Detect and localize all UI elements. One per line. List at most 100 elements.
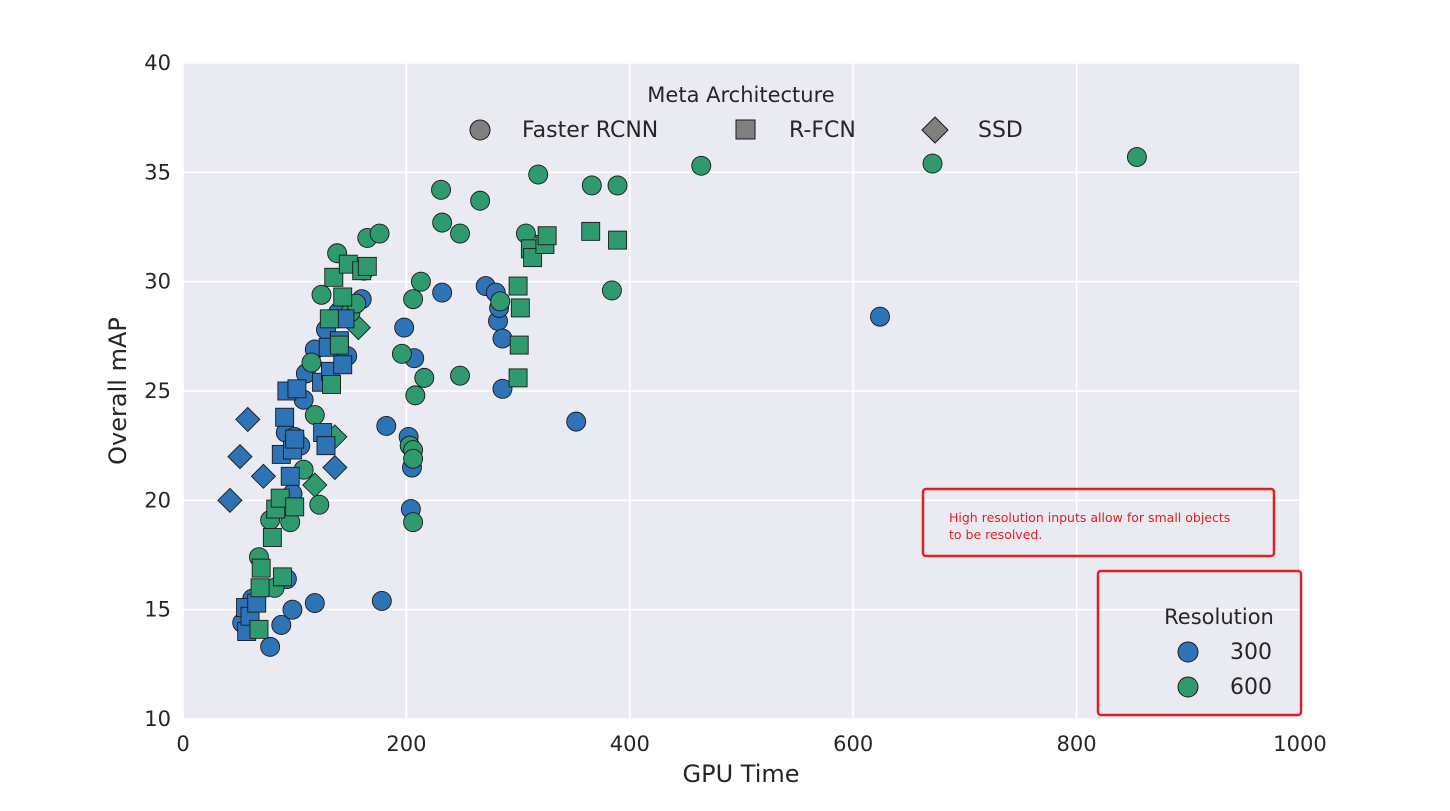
rfcn-600-point bbox=[249, 619, 269, 639]
faster-rcnn-300-point bbox=[432, 282, 453, 303]
annotation: High resolution inputs allow for small o… bbox=[921, 487, 1276, 558]
x-tick-label: 400 bbox=[610, 732, 650, 756]
faster-rcnn-600-point bbox=[581, 175, 602, 196]
rfcn-600-point bbox=[508, 276, 528, 296]
faster-rcnn-600-point bbox=[403, 448, 424, 469]
rfcn-600-point bbox=[508, 368, 528, 388]
rfcn-600-point bbox=[250, 578, 270, 598]
faster-rcnn-300-point bbox=[304, 593, 325, 614]
resolution-600-marker bbox=[1177, 676, 1199, 698]
y-tick-label: 35 bbox=[144, 160, 171, 184]
rfcn-300-point bbox=[287, 379, 307, 399]
y-tick-label: 40 bbox=[144, 51, 171, 75]
grid-lines bbox=[182, 62, 1301, 720]
rfcn-600-point bbox=[509, 335, 529, 355]
ssd-300-point bbox=[235, 406, 261, 433]
faster-rcnn-600-point bbox=[691, 155, 712, 176]
ssd-300-point bbox=[322, 454, 348, 481]
faster-rcnn-600-point bbox=[601, 280, 622, 301]
rfcn-legend-label: R-FCN bbox=[789, 118, 856, 143]
rfcn-600-point bbox=[262, 528, 282, 547]
x-tick-label: 1000 bbox=[1273, 732, 1326, 756]
rfcn-600-point bbox=[329, 335, 349, 355]
x-tick-label: 800 bbox=[1057, 732, 1097, 756]
data-points bbox=[217, 147, 1147, 657]
faster-rcnn-600-point bbox=[607, 175, 628, 196]
faster-rcnn-600-point bbox=[309, 494, 330, 515]
rfcn-600-point bbox=[357, 256, 377, 276]
faster-rcnn-300-point bbox=[376, 416, 397, 436]
faster-rcnn-600-point bbox=[490, 291, 511, 312]
faster-rcnn-600-point bbox=[432, 212, 453, 233]
faster-rcnn-600-point bbox=[405, 385, 426, 406]
resolution-300-label: 300 bbox=[1230, 640, 1272, 665]
y-axis-label: Overall mAP bbox=[104, 317, 132, 465]
ssd-300-point bbox=[227, 443, 253, 470]
faster-rcnn-600-point bbox=[431, 179, 451, 200]
ssd-legend-marker bbox=[921, 116, 949, 144]
resolution-600-label: 600 bbox=[1230, 675, 1272, 700]
rfcn-300-point bbox=[275, 407, 295, 427]
rfcn-300-point bbox=[316, 436, 336, 456]
rfcn-300-point bbox=[285, 429, 305, 449]
faster-rcnn-legend-label: Faster RCNN bbox=[522, 118, 658, 143]
rfcn-600-point bbox=[285, 497, 305, 517]
rfcn-600-point bbox=[272, 567, 292, 587]
x-tick-labels: 0 200 400 600 800 1000 bbox=[176, 732, 1326, 756]
faster-rcnn-600-point bbox=[450, 365, 470, 386]
x-tick-label: 600 bbox=[833, 732, 873, 756]
rfcn-600-point bbox=[324, 267, 344, 287]
faster-rcnn-600-point bbox=[403, 289, 424, 310]
rfcn-600-point bbox=[581, 221, 601, 241]
resolution-legend-box bbox=[1096, 569, 1303, 717]
faster-rcnn-600-point bbox=[304, 405, 325, 426]
ssd-300-point bbox=[250, 463, 277, 489]
rfcn-600-point bbox=[537, 226, 557, 246]
x-tick-label: 200 bbox=[386, 732, 426, 756]
faster-rcnn-300-point bbox=[492, 378, 513, 399]
y-tick-label: 10 bbox=[144, 707, 171, 731]
resolution-legend-title: Resolution bbox=[1164, 605, 1274, 629]
marker-legend-title: Meta Architecture bbox=[647, 83, 834, 107]
annotation-line-2: to be resolved. bbox=[949, 527, 1042, 542]
faster-rcnn-600-point bbox=[403, 512, 424, 533]
marker-legend: Meta Architecture Faster RCNN R-FCN SSD bbox=[469, 83, 1023, 144]
faster-rcnn-300-point bbox=[394, 317, 415, 338]
annotation-line-1: High resolution inputs allow for small o… bbox=[949, 510, 1230, 525]
ssd-300-point bbox=[217, 487, 243, 513]
rfcn-600-point bbox=[251, 558, 271, 578]
faster-rcnn-300-point bbox=[492, 328, 513, 349]
annotation-box bbox=[921, 487, 1276, 558]
faster-rcnn-300-point bbox=[371, 590, 392, 611]
rfcn-600-point bbox=[319, 309, 339, 329]
faster-rcnn-600-point bbox=[450, 223, 470, 244]
rfcn-600-point bbox=[322, 374, 342, 394]
faster-rcnn-600-point bbox=[410, 271, 431, 292]
rfcn-600-point bbox=[608, 230, 627, 250]
faster-rcnn-300-point bbox=[870, 306, 890, 327]
rfcn-legend-marker bbox=[735, 119, 756, 140]
rfcn-300-point bbox=[280, 466, 300, 486]
y-tick-labels: 10 15 20 25 30 35 40 bbox=[144, 51, 171, 731]
faster-rcnn-600-point bbox=[1126, 147, 1147, 167]
y-tick-label: 20 bbox=[144, 488, 171, 512]
resolution-300-marker bbox=[1177, 641, 1199, 663]
y-tick-label: 15 bbox=[144, 598, 171, 622]
faster-rcnn-600-point bbox=[301, 352, 322, 373]
x-tick-label: 0 bbox=[176, 732, 189, 756]
faster-rcnn-600-point bbox=[414, 367, 435, 388]
resolution-legend: Resolution 300 600 bbox=[1096, 569, 1303, 717]
faster-rcnn-300-point bbox=[260, 636, 281, 657]
rfcn-300-point bbox=[333, 355, 353, 375]
x-axis-label: GPU Time bbox=[683, 760, 800, 788]
faster-rcnn-600-point bbox=[528, 164, 549, 185]
faster-rcnn-legend-marker bbox=[469, 119, 491, 141]
faster-rcnn-300-point bbox=[282, 599, 303, 620]
rfcn-600-point bbox=[510, 298, 530, 318]
rfcn-600-point bbox=[333, 287, 353, 307]
faster-rcnn-600-point bbox=[470, 190, 491, 211]
faster-rcnn-300-point bbox=[566, 411, 587, 432]
faster-rcnn-600-point bbox=[391, 343, 412, 364]
faster-rcnn-300-point bbox=[271, 615, 292, 635]
